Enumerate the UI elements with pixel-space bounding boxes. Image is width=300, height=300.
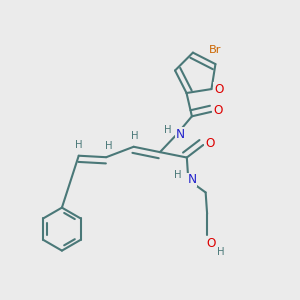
Text: Br: Br <box>209 45 222 55</box>
Text: H: H <box>217 247 224 257</box>
Text: O: O <box>213 104 223 117</box>
Text: H: H <box>131 131 139 141</box>
Text: N: N <box>187 173 196 186</box>
Text: O: O <box>205 137 214 150</box>
Text: H: H <box>75 140 82 150</box>
Text: H: H <box>164 125 171 135</box>
Text: H: H <box>105 142 112 152</box>
Text: H: H <box>174 169 182 179</box>
Text: O: O <box>207 237 216 250</box>
Text: N: N <box>176 128 184 141</box>
Text: O: O <box>214 82 223 96</box>
